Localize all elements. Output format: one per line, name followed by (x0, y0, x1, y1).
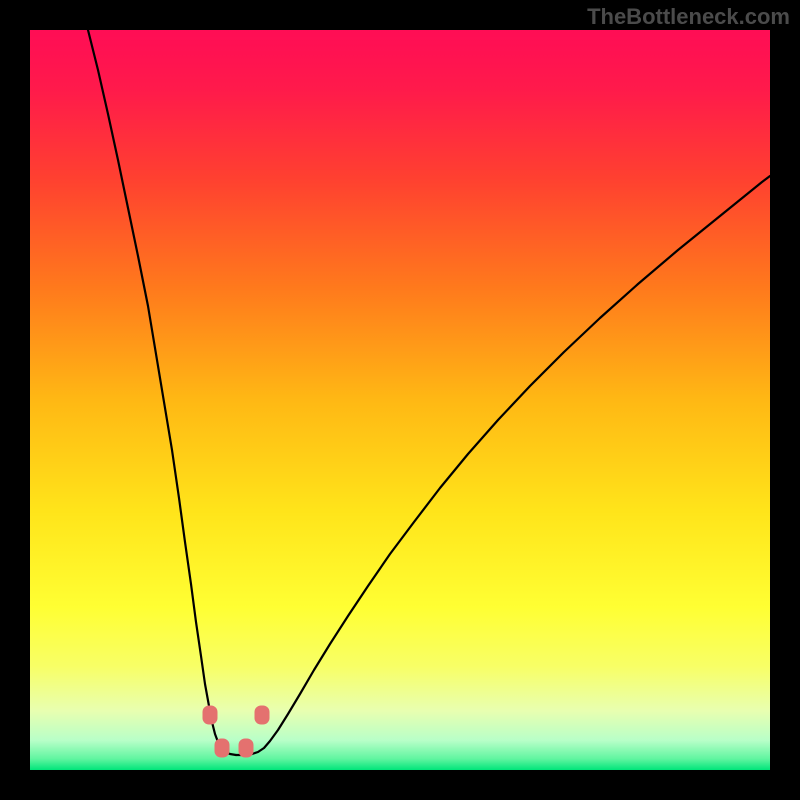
chart-frame: TheBottleneck.com (0, 0, 800, 800)
trough-marker (215, 739, 229, 757)
gradient-background (30, 30, 770, 770)
plot-area (30, 30, 770, 770)
chart-svg (30, 30, 770, 770)
trough-marker (255, 706, 269, 724)
watermark-text: TheBottleneck.com (587, 4, 790, 30)
trough-marker (239, 739, 253, 757)
trough-marker (203, 706, 217, 724)
